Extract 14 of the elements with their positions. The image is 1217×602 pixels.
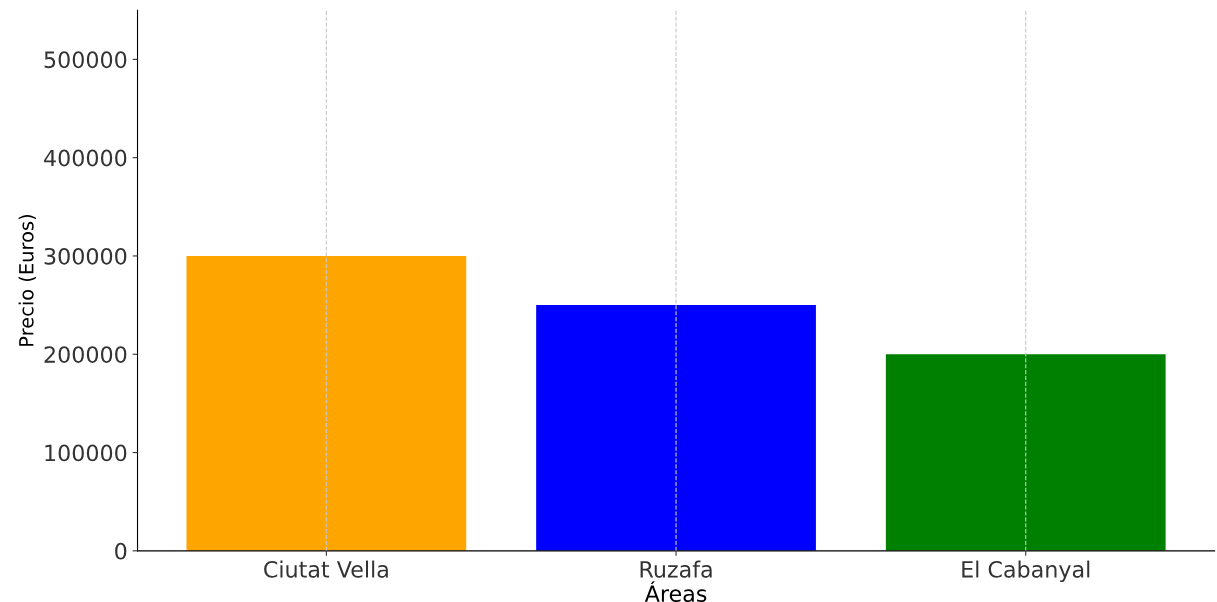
- x-axis-title: Áreas: [644, 581, 707, 602]
- y-tick-label: 400000: [44, 149, 127, 167]
- bar: [885, 354, 1166, 551]
- y-axis-title: Precio (Euros): [18, 214, 36, 346]
- bar: [536, 305, 816, 551]
- x-tick-label: Ruzafa: [640, 560, 712, 578]
- y-tick-label: 500000: [44, 51, 127, 69]
- y-tick-label: 300000: [44, 247, 127, 265]
- x-tick-label: Ciutat Vella: [264, 560, 388, 578]
- y-tick-label: 100000: [45, 444, 127, 462]
- x-tick-label: El Cabanyal: [962, 560, 1090, 583]
- bar: [186, 255, 467, 551]
- y-tick-label: 0: [115, 542, 127, 560]
- y-tick-label: 200000: [44, 346, 127, 364]
